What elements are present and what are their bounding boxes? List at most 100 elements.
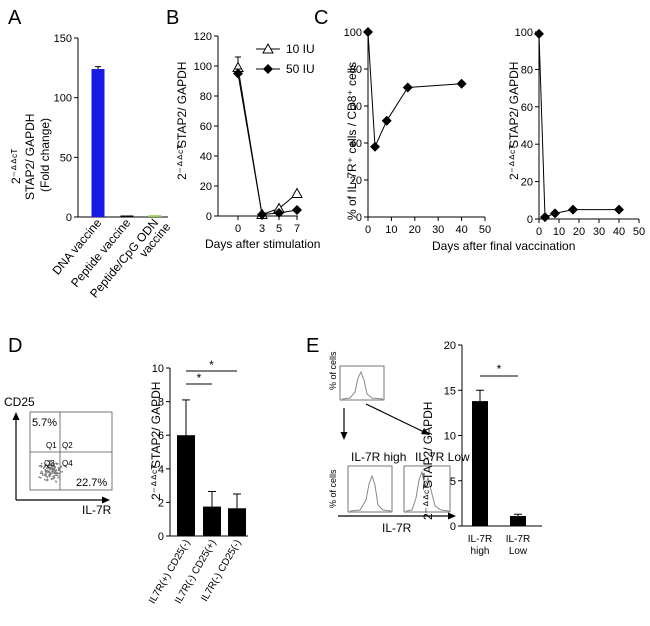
panel-a: 2⁻ᐞᐞᶜᵀ STAP2/ GAPDH (Fold change) 0 50 100…	[9, 33, 174, 301]
d-flow-dot	[48, 473, 51, 476]
b-point-diamond	[292, 205, 302, 215]
c-right-x-tick-label: 40	[613, 226, 625, 238]
c-right-point	[568, 204, 578, 215]
d-flow-dot	[47, 466, 49, 469]
e-arrow-diag-head	[421, 428, 430, 435]
a-bar	[120, 215, 134, 217]
e-ylabel-prefix: 2⁻ᐞᐞᶜᵀ	[421, 485, 435, 520]
d-flow-dot	[48, 470, 50, 473]
d-flow-ylabel: CD25	[4, 395, 35, 409]
a-y-tick-label: 100	[54, 93, 72, 105]
a-ylabel-prefix: 2⁻ᐞᐞᶜᵀ	[9, 149, 23, 184]
d-flow-dot	[63, 465, 66, 467]
d-flow-dot	[56, 475, 59, 477]
b-x-tick-label: 5	[276, 223, 282, 235]
d-flow-dot	[54, 470, 57, 472]
d-flow-dot	[49, 471, 51, 474]
panel-letter-d: D	[8, 335, 22, 357]
e-bar	[472, 401, 488, 526]
d-flow-dot	[51, 472, 53, 475]
e-hist-low-box	[403, 465, 451, 513]
d-flow-dot	[45, 464, 47, 467]
b-y-tick-label: 100	[194, 61, 212, 73]
d-flow-dot	[58, 472, 60, 475]
d-flow-dot	[60, 465, 63, 468]
c-left-point	[381, 115, 392, 126]
d-flow-dot	[46, 470, 49, 472]
d-y-tick-label: 6	[158, 430, 164, 442]
d-q4-pct: 22.7%	[76, 477, 107, 489]
a-y-tick-label: 50	[60, 152, 72, 164]
d-flow-xlabel: IL-7R	[82, 503, 112, 517]
c-right-point	[614, 204, 624, 215]
d-flow-dot	[47, 460, 49, 463]
e-hist-bottom-ylabel: % of cells	[328, 469, 338, 508]
c-right-y-tick-label: 0	[527, 214, 533, 226]
d-flow-dot	[44, 478, 46, 481]
d-flow-dot	[55, 480, 57, 483]
d-q1-pct: 5.7%	[32, 417, 57, 429]
e-y-tick-label: 15	[444, 385, 456, 397]
c-left-y-tick-label: 40	[350, 138, 362, 150]
e-hist-xlabel: IL-7R	[382, 521, 412, 535]
e-y-tick-label: 0	[450, 521, 456, 533]
d-flow-dot	[45, 471, 47, 474]
panel-e-histograms: % of cells IL-7R high IL-7R Low % of cel…	[328, 351, 470, 535]
b-x-tick-label: 0	[235, 223, 241, 235]
panel-c: % of IL-7R⁺ cells / CD8⁺ cells 2⁻ᐞᐞᶜᵀ ST…	[344, 27, 645, 253]
d-y-tick-label: 10	[152, 363, 164, 375]
d-flow-dot	[53, 463, 55, 465]
e-arrow-diag	[365, 403, 425, 433]
b-ylabel-main: STAP2/ GAPDH	[175, 62, 189, 148]
e-hist-top-curve	[341, 370, 384, 400]
e-hist-high-curve	[349, 474, 392, 512]
c-left-y-tick-label: 20	[350, 175, 362, 187]
d-flow-dot	[44, 469, 47, 472]
panel-letter-a: A	[8, 7, 22, 29]
b-point-diamond	[274, 208, 284, 218]
panel-letter-c: C	[314, 7, 328, 29]
c-left-x-tick-label: 40	[455, 224, 467, 236]
c-left-y-tick-label: 0	[356, 212, 362, 224]
e-hist-top-box	[339, 365, 385, 401]
d-flow-dot	[46, 476, 49, 479]
d-flow-dot	[44, 474, 47, 476]
c-left-x-tick-label: 30	[432, 224, 444, 236]
c-left-y-tick-label: 80	[350, 64, 362, 76]
c-left-x-tick-label: 20	[409, 224, 421, 236]
c-left-y-tick-label: 100	[344, 27, 362, 39]
c-left-x-tick-label: 10	[385, 224, 397, 236]
c-left-x-tick-label: 0	[365, 224, 371, 236]
d-flow-dot	[54, 466, 56, 468]
c-right-series-line	[538, 33, 619, 218]
c-right-y-tick-label: 80	[521, 64, 533, 76]
d-flow-dot	[53, 467, 56, 469]
c-left-point	[402, 82, 413, 93]
d-ylabel-main: STAP2/ GAPDH	[149, 382, 163, 468]
d-flow-dot	[52, 475, 54, 478]
d-flow-dot	[56, 472, 58, 474]
b-legend-label-50iu: 50 IU	[286, 62, 315, 76]
d-flow-dot	[52, 477, 54, 480]
b-y-tick-label: 40	[200, 151, 212, 163]
d-y-tick-label: 0	[158, 531, 164, 543]
b-y-tick-label: 60	[200, 121, 212, 133]
e-hist-low-curve	[405, 470, 450, 512]
b-series-line	[237, 67, 298, 216]
c-right-y-tick-label: 40	[521, 139, 533, 151]
d-flow-dot	[50, 460, 52, 463]
c-left-point	[363, 27, 373, 37]
a-bar	[91, 69, 105, 217]
panel-d-flow-plot: CD25 IL-7R 5.7% 22.7% Q1 Q2 Q3 Q4	[4, 395, 113, 517]
b-series-line	[237, 73, 298, 216]
d-flow-dot	[50, 464, 53, 466]
d-flow-dot	[42, 473, 44, 475]
b-x-tick-label: 3	[259, 223, 265, 235]
c-left-point	[370, 141, 381, 152]
d-ylabel-prefix: 2⁻ᐞᐞᶜᵀ	[149, 465, 163, 500]
e-x-label-line: IL-7R	[468, 534, 492, 545]
c-left-y-tick-label: 60	[350, 101, 362, 113]
d-flow-dot	[40, 462, 43, 465]
c-left-point	[456, 78, 467, 89]
